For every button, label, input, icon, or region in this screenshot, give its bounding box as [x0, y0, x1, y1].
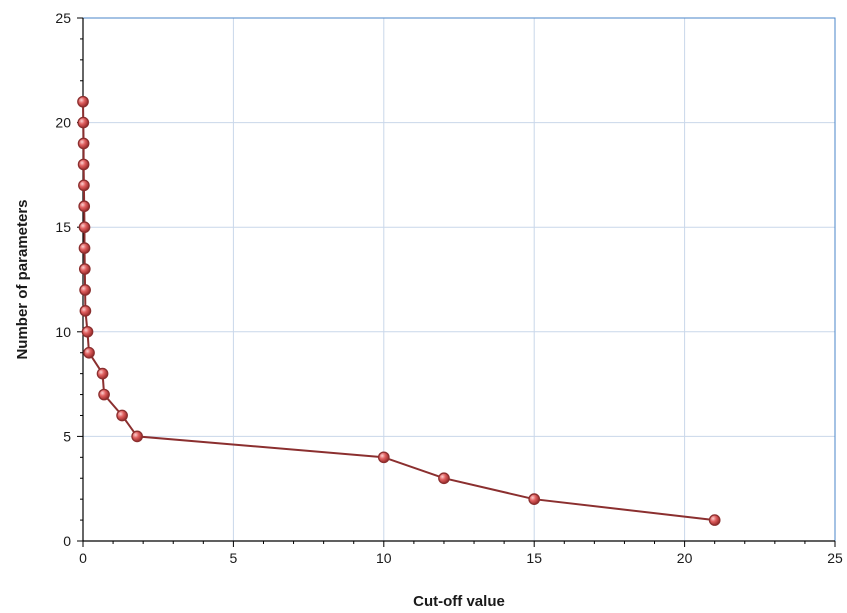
data-point	[77, 158, 90, 171]
axes	[77, 17, 836, 547]
data-point	[78, 263, 91, 275]
y-tick-labels: 0 5 10 15 20 25	[55, 10, 71, 549]
plot-frame	[82, 17, 836, 542]
grid-lines	[83, 18, 835, 541]
data-point	[438, 472, 450, 485]
data-point	[377, 451, 390, 464]
series-line	[82, 101, 715, 522]
x-tick-label: 15	[526, 550, 542, 566]
y-tick-label: 5	[63, 428, 71, 444]
y-tick-label: 15	[55, 219, 71, 235]
y-tick-label: 0	[63, 533, 71, 549]
data-point	[77, 137, 90, 150]
x-tick-label: 10	[376, 550, 392, 566]
x-axis-title: Cut-off value	[413, 593, 505, 610]
x-tick-label: 25	[827, 550, 843, 566]
data-point	[131, 430, 143, 443]
y-tick-label: 10	[55, 324, 71, 340]
data-point	[98, 388, 110, 401]
x-tick-labels: 0 5 10 15 20 25	[79, 550, 843, 566]
data-point	[77, 116, 90, 129]
data-point	[96, 367, 109, 380]
data-point	[81, 325, 94, 338]
x-tick-label: 0	[79, 550, 87, 566]
y-tick-label: 25	[55, 10, 71, 26]
data-point	[116, 409, 128, 422]
data-point	[77, 95, 89, 108]
x-tick-label: 5	[230, 550, 238, 566]
data-point	[78, 200, 91, 213]
y-axis-title: Number of parameters	[14, 199, 31, 359]
y-tick-label: 20	[55, 115, 71, 131]
x-tick-label: 20	[677, 550, 693, 566]
data-point	[79, 305, 92, 317]
data-point	[78, 242, 91, 254]
data-point	[528, 493, 541, 506]
data-point	[708, 514, 721, 526]
data-point	[78, 221, 91, 234]
data-point	[79, 284, 91, 296]
data-point	[78, 179, 90, 192]
data-markers	[77, 95, 721, 526]
data-point	[83, 346, 95, 359]
